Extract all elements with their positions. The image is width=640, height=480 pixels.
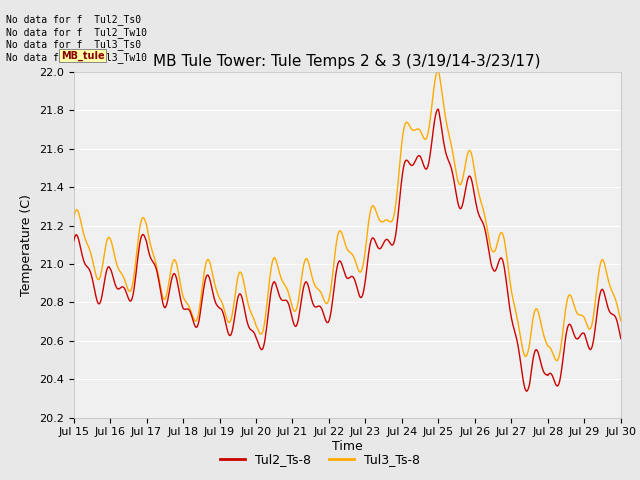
Tul3_Ts-8 (617, 318, 625, 324)
Tul2_Ts-8 (190, 320, 198, 325)
Y-axis label: Temperature (C): Temperature (C) (20, 194, 33, 296)
Tul2_Ts-8 (617, 336, 625, 341)
Text: No data for f  Tul2_Ts0
No data for f  Tul2_Tw10
No data for f  Tul3_Ts0
No data: No data for f Tul2_Ts0 No data for f Tul… (6, 14, 147, 63)
Tul2_Ts-8 (339, 264, 346, 270)
Tul3_Ts-8 (447, 139, 454, 144)
Tul3_Ts-8 (213, 290, 221, 296)
Line: Tul3_Ts-8: Tul3_Ts-8 (74, 70, 621, 360)
Line: Tul2_Ts-8: Tul2_Ts-8 (74, 109, 621, 391)
Tul2_Ts-8 (70, 239, 77, 244)
Tul3_Ts-8 (70, 216, 77, 222)
Tul3_Ts-8 (553, 358, 561, 363)
Tul2_Ts-8 (435, 107, 442, 112)
X-axis label: Time: Time (332, 440, 363, 453)
Title: MB Tule Tower: Tule Temps 2 & 3 (3/19/14-3/23/17): MB Tule Tower: Tule Temps 2 & 3 (3/19/14… (154, 54, 541, 70)
Tul3_Ts-8 (568, 296, 576, 302)
Tul2_Ts-8 (523, 388, 531, 394)
Text: MB_tule: MB_tule (61, 50, 104, 60)
Tul2_Ts-8 (392, 231, 399, 237)
Tul3_Ts-8 (190, 316, 198, 322)
Tul2_Ts-8 (447, 163, 454, 169)
Tul3_Ts-8 (435, 67, 442, 72)
Tul2_Ts-8 (568, 326, 576, 332)
Tul3_Ts-8 (392, 201, 399, 206)
Tul3_Ts-8 (339, 232, 346, 238)
Legend: Tul2_Ts-8, Tul3_Ts-8: Tul2_Ts-8, Tul3_Ts-8 (214, 448, 426, 471)
Tul2_Ts-8 (213, 303, 221, 309)
